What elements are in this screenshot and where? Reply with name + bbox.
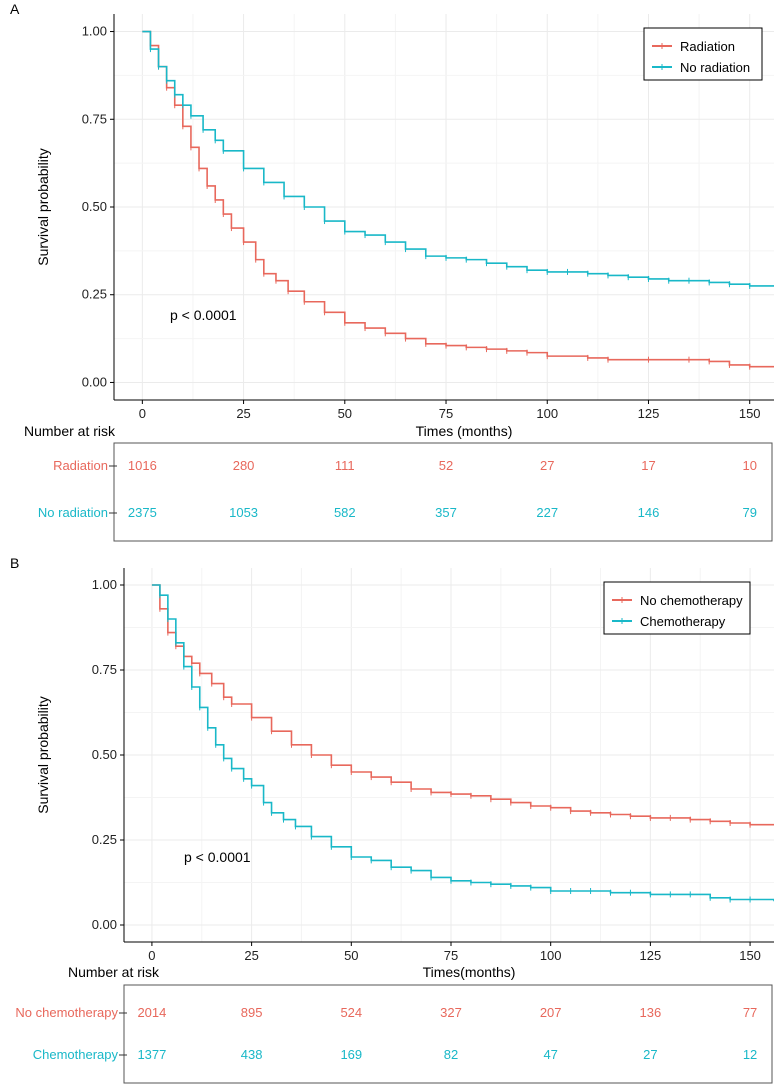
censor-marks-1 (159, 605, 751, 828)
panel-letter: B (10, 555, 19, 571)
y-tick-label: 0.50 (92, 747, 117, 762)
risk-value: 52 (439, 458, 453, 473)
risk-value: 524 (340, 1005, 362, 1020)
x-tick-label: 50 (344, 948, 358, 963)
p-value-annotation: p < 0.0001 (170, 307, 237, 323)
y-tick-label: 1.00 (92, 577, 117, 592)
y-tick-label: 0.50 (82, 199, 107, 214)
risk-value: 1016 (128, 458, 157, 473)
x-tick-label: 125 (640, 948, 662, 963)
chart-panel-b: B 0.00 0.25 0.50 0.75 1.00 0 25 50 75 100 125 150 Sur… (10, 555, 774, 1084)
risk-row-label: No chemotherapy (15, 1005, 118, 1020)
risk-value: 77 (743, 1005, 757, 1020)
y-tick-label: 0.25 (82, 287, 107, 302)
risk-value: 146 (638, 505, 660, 520)
y-tick-label: 0.00 (82, 374, 107, 389)
risk-value: 47 (543, 1047, 557, 1062)
panel-letter: A (10, 1, 20, 17)
y-axis-title: Survival probability (35, 696, 51, 814)
legend-label: Radiation (680, 39, 735, 54)
risk-value: 82 (444, 1047, 458, 1062)
x-tick-label: 100 (540, 948, 562, 963)
risk-value: 207 (540, 1005, 562, 1020)
censor-marks-1 (149, 42, 751, 370)
risk-value: 111 (335, 458, 355, 473)
risk-value: 2014 (137, 1005, 166, 1020)
risk-table-box (123, 984, 773, 1084)
y-axis-title: Survival probability (35, 148, 51, 266)
y-tick-label: 0.00 (92, 917, 117, 932)
risk-row-label: Radiation (53, 458, 108, 473)
x-tick-label: 25 (244, 948, 258, 963)
y-tick-label: 0.75 (92, 662, 117, 677)
risk-value: 1053 (229, 505, 258, 520)
risk-value: 895 (241, 1005, 263, 1020)
risk-value: 10 (742, 458, 756, 473)
risk-value: 27 (540, 458, 554, 473)
x-axis-title: Times(months) (423, 964, 516, 980)
x-tick-label: 50 (338, 406, 352, 421)
risk-value: 357 (435, 505, 457, 520)
x-tick-label: 25 (236, 406, 250, 421)
risk-table-box (113, 442, 773, 542)
risk-row-label: Chemotherapy (33, 1047, 119, 1062)
legend-label: No chemotherapy (640, 593, 743, 608)
risk-value: 438 (241, 1047, 263, 1062)
censor-marks-2 (149, 46, 751, 289)
risk-value: 327 (440, 1005, 462, 1020)
y-tick-label: 0.25 (92, 832, 117, 847)
x-tick-label: 150 (739, 948, 761, 963)
chart-panel-a: A 0.00 0.25 0.50 0.75 1.00 0 25 50 75 100 125 150 Sur… (10, 1, 774, 542)
y-tick-label: 1.00 (82, 24, 107, 39)
risk-value: 169 (340, 1047, 362, 1062)
risk-value: 2375 (128, 505, 157, 520)
p-value-annotation: p < 0.0001 (184, 849, 251, 865)
x-tick-label: 100 (536, 406, 558, 421)
risk-value: 17 (641, 458, 655, 473)
x-axis-title: Times (months) (416, 423, 513, 439)
censor-marks-2 (159, 592, 751, 903)
risk-table-title: Number at risk (68, 964, 160, 980)
risk-value: 582 (334, 505, 356, 520)
x-tick-label: 75 (444, 948, 458, 963)
survival-curve-1 (151, 584, 774, 826)
x-tick-label: 0 (139, 406, 146, 421)
risk-value: 136 (640, 1005, 662, 1020)
y-tick-label: 0.75 (82, 111, 107, 126)
survival-curve-1 (142, 30, 774, 368)
risk-value: 280 (233, 458, 255, 473)
risk-table-title: Number at risk (24, 423, 116, 439)
risk-value: 1377 (137, 1047, 166, 1062)
risk-row-label: No radiation (38, 505, 108, 520)
risk-value: 12 (743, 1047, 757, 1062)
legend: No chemotherapy Chemotherapy (603, 581, 751, 635)
x-tick-label: 150 (739, 406, 761, 421)
legend-label: Chemotherapy (640, 614, 726, 629)
legend: Radiation No radiation (643, 27, 763, 81)
risk-value: 227 (536, 505, 558, 520)
legend-label: No radiation (680, 60, 750, 75)
survival-curve-2 (142, 30, 774, 287)
legend-box (603, 581, 751, 635)
x-tick-label: 75 (439, 406, 453, 421)
x-tick-label: 0 (148, 948, 155, 963)
risk-value: 79 (742, 505, 756, 520)
risk-value: 27 (643, 1047, 657, 1062)
x-tick-label: 125 (638, 406, 660, 421)
legend-box (643, 27, 763, 81)
